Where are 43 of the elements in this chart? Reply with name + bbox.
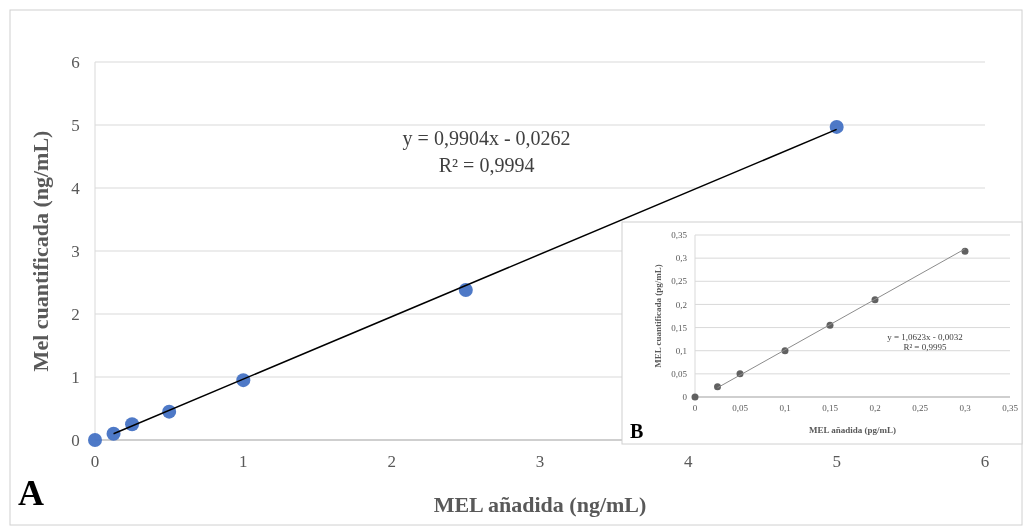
y-tick-label: 0,15 [671, 322, 688, 333]
y-tick-label: 4 [71, 178, 81, 198]
x-tick-label: 0,1 [779, 403, 791, 414]
x-tick-label: 0,35 [1002, 403, 1019, 414]
x-tick-label: 5 [832, 452, 841, 472]
annotation: R² = 0,9995 [903, 342, 947, 353]
x-axis-title: MEL añadida (pg/mL) [808, 425, 897, 435]
y-tick-label: 3 [71, 241, 80, 261]
x-tick-label: 1 [239, 452, 248, 472]
y-axis-title: Mel cuantificada (ng/mL) [28, 130, 53, 372]
x-tick-label: 3 [535, 452, 545, 472]
y-tick-label: 0 [682, 392, 688, 403]
annotation: R² = 0,9994 [438, 153, 535, 176]
y-tick-label: 1 [71, 367, 80, 387]
x-tick-label: 0,3 [959, 403, 972, 414]
y-tick-label: 0,05 [671, 369, 688, 380]
annotation: y = 0,9904x - 0,0262 [402, 127, 571, 151]
x-tick-label: 0 [90, 452, 100, 472]
x-tick-label: 0,25 [912, 403, 929, 414]
point [88, 433, 102, 447]
y-tick-label: 6 [71, 52, 80, 72]
x-axis-title: MEL añadida (ng/mL) [433, 492, 647, 517]
x-tick-label: 2 [387, 452, 396, 472]
point [829, 119, 844, 134]
x-tick-label: 0 [692, 403, 698, 414]
point [691, 393, 699, 401]
text: A [18, 473, 44, 513]
x-tick-label: 0,05 [732, 403, 749, 414]
y-tick-label: 0,25 [671, 276, 688, 287]
y-tick-label: 0,1 [675, 345, 687, 356]
x-tick-label: 6 [980, 452, 990, 472]
x-tick-label: 0,15 [822, 403, 839, 414]
y-tick-label: 0,3 [675, 253, 688, 264]
y-tick-label: 2 [71, 304, 80, 324]
x-tick-label: 0,2 [869, 403, 881, 414]
annotation: B [630, 420, 644, 442]
y-tick-label: 0,35 [671, 230, 688, 241]
y-tick-label: 5 [71, 115, 80, 135]
y-axis-title: MEL cuantificada (pg/mL) [653, 264, 663, 368]
annotation: y = 1,0623x - 0,0032 [887, 332, 963, 343]
y-tick-label: 0 [71, 430, 80, 450]
y-tick-label: 0,2 [675, 299, 687, 310]
point [106, 426, 121, 441]
